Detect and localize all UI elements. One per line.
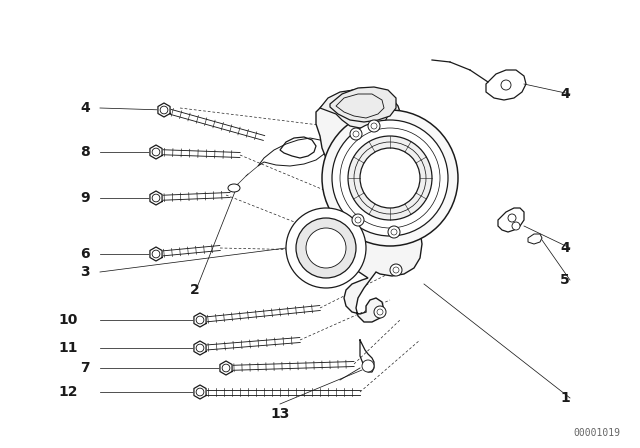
Circle shape — [196, 388, 204, 396]
Circle shape — [286, 208, 366, 288]
Polygon shape — [194, 385, 206, 399]
Circle shape — [508, 214, 516, 222]
Polygon shape — [150, 191, 162, 205]
Polygon shape — [194, 341, 206, 355]
Text: 2: 2 — [190, 283, 200, 297]
Circle shape — [152, 250, 160, 258]
Text: 4: 4 — [80, 101, 90, 115]
Ellipse shape — [228, 184, 240, 192]
Circle shape — [196, 316, 204, 324]
Polygon shape — [320, 90, 388, 128]
Circle shape — [196, 344, 204, 352]
Circle shape — [296, 218, 356, 278]
Circle shape — [501, 80, 511, 90]
Circle shape — [222, 364, 230, 372]
Polygon shape — [150, 145, 162, 159]
Text: 00001019: 00001019 — [573, 428, 620, 438]
Circle shape — [152, 148, 160, 156]
Circle shape — [332, 120, 448, 236]
Circle shape — [388, 226, 400, 238]
Text: 10: 10 — [59, 313, 78, 327]
Circle shape — [362, 360, 374, 372]
Circle shape — [322, 110, 458, 246]
Circle shape — [152, 194, 160, 202]
Text: 13: 13 — [270, 407, 290, 421]
Text: 9: 9 — [81, 191, 90, 205]
Text: 11: 11 — [58, 341, 78, 355]
Circle shape — [512, 222, 520, 230]
Circle shape — [390, 264, 402, 276]
Text: 5: 5 — [560, 273, 570, 287]
Circle shape — [368, 120, 380, 132]
Text: 4: 4 — [560, 87, 570, 101]
Text: 8: 8 — [80, 145, 90, 159]
Circle shape — [374, 306, 386, 318]
Polygon shape — [150, 247, 162, 261]
Polygon shape — [316, 88, 422, 322]
Polygon shape — [330, 87, 396, 122]
Circle shape — [350, 128, 362, 140]
Text: 4: 4 — [560, 241, 570, 255]
Circle shape — [352, 214, 364, 226]
Polygon shape — [158, 103, 170, 117]
Polygon shape — [220, 361, 232, 375]
Text: 1: 1 — [560, 391, 570, 405]
Circle shape — [348, 136, 432, 220]
Polygon shape — [194, 313, 206, 327]
Text: 6: 6 — [81, 247, 90, 261]
Text: 12: 12 — [58, 385, 78, 399]
Circle shape — [360, 148, 420, 208]
Text: 3: 3 — [81, 265, 90, 279]
Text: 7: 7 — [81, 361, 90, 375]
Circle shape — [160, 106, 168, 114]
Circle shape — [306, 228, 346, 268]
